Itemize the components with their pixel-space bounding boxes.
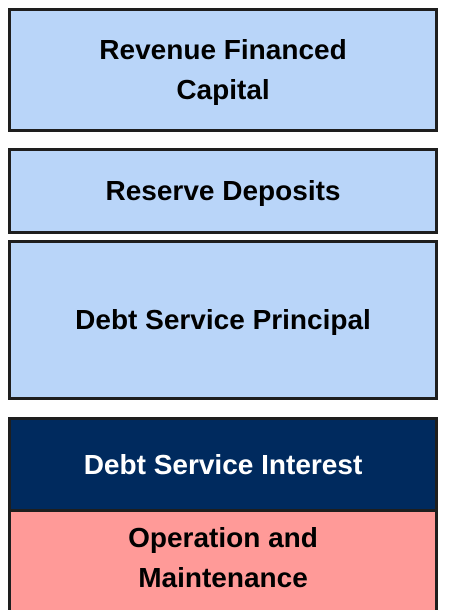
reserve-deposits-block: Reserve Deposits — [8, 148, 438, 234]
block-label: Debt Service Interest — [83, 448, 363, 480]
revenue-financed-capital-block: Revenue Financed Capital — [8, 8, 438, 132]
block-label: Operation and — [128, 522, 318, 553]
debt-service-interest-block: Debt Service Interest — [8, 417, 438, 512]
block-label: Debt Service Principal — [75, 304, 371, 335]
debt-service-principal-block: Debt Service Principal — [8, 240, 438, 400]
block-label: Capital — [176, 74, 270, 105]
operation-maintenance-block: Operation and Maintenance — [8, 509, 438, 610]
block-label: Maintenance — [138, 562, 308, 593]
block-label: Revenue Financed — [99, 34, 347, 65]
block-label: Reserve Deposits — [105, 175, 341, 206]
